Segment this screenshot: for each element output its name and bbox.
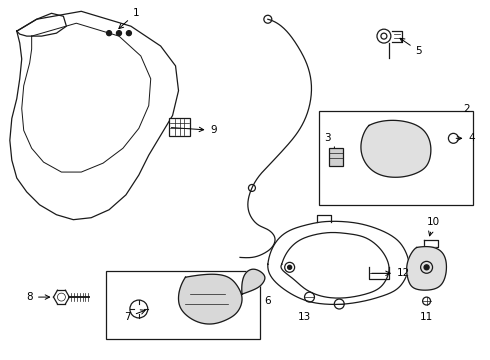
Polygon shape <box>242 269 265 294</box>
Text: 5: 5 <box>400 38 422 56</box>
Bar <box>319 111 473 205</box>
Bar <box>169 118 191 136</box>
Text: 10: 10 <box>427 217 440 236</box>
Bar <box>106 271 260 339</box>
Circle shape <box>107 31 112 36</box>
Polygon shape <box>361 120 431 177</box>
Polygon shape <box>407 247 446 290</box>
Text: 11: 11 <box>420 312 433 322</box>
Text: 1: 1 <box>119 8 139 28</box>
Text: 12: 12 <box>372 268 410 278</box>
Text: 3: 3 <box>324 133 335 152</box>
Text: 9: 9 <box>172 125 217 135</box>
Circle shape <box>288 265 292 269</box>
Polygon shape <box>178 274 242 324</box>
Text: 4: 4 <box>456 133 475 143</box>
Circle shape <box>126 31 131 36</box>
Circle shape <box>117 31 122 36</box>
Bar <box>329 148 343 166</box>
Text: 13: 13 <box>298 312 311 322</box>
Text: 8: 8 <box>26 292 49 302</box>
Circle shape <box>424 265 429 270</box>
Text: 2: 2 <box>463 104 469 113</box>
Text: 7: 7 <box>124 310 145 322</box>
Text: 6: 6 <box>265 296 271 306</box>
